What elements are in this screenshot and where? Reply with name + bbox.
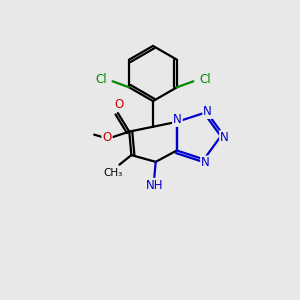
Text: Cl: Cl [199, 73, 211, 86]
Text: N: N [201, 157, 210, 169]
Text: NH: NH [146, 179, 163, 192]
Text: O: O [102, 130, 112, 143]
Text: N: N [203, 105, 212, 118]
Text: N: N [173, 113, 182, 126]
Text: O: O [114, 98, 124, 111]
Text: Cl: Cl [95, 73, 107, 86]
Text: N: N [220, 131, 229, 144]
Text: CH₃: CH₃ [104, 168, 123, 178]
